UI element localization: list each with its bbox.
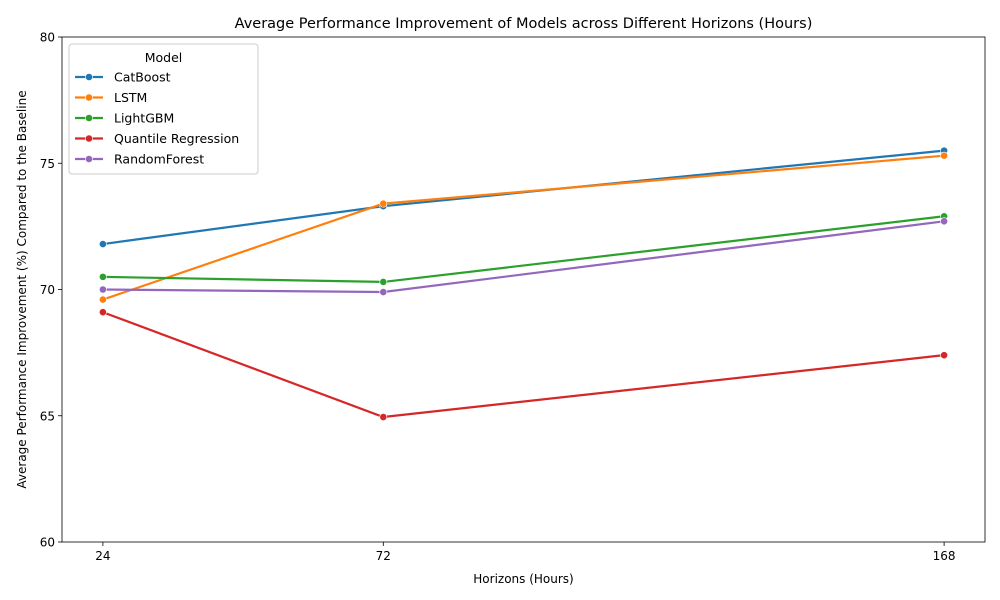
legend-marker-randomforest [85,155,93,163]
y-tick-label: 70 [40,283,55,297]
data-point-catboost [98,240,107,248]
legend-label-quantile-regression: Quantile Regression [114,131,239,146]
legend-label-catboost: CatBoost [114,70,171,85]
series-layer [98,146,949,421]
legend-title: Model [145,50,183,65]
data-point-quantile-regression [940,351,949,360]
data-point-lstm [98,295,107,304]
data-point-quantile-regression [379,413,388,421]
y-tick-label: 80 [40,31,55,45]
x-tick-label: 168 [933,549,956,563]
data-point-randomforest [98,285,107,294]
y-axis: 60 65 70 75 80 [40,31,62,550]
x-tick-label: 72 [376,549,391,563]
legend-label-lightgbm: LightGBM [114,111,174,126]
legend-marker-lightgbm [85,114,93,122]
legend: Model CatBoost LSTM LightGBM Quantile Regre… [68,43,259,175]
legend-marker-quantile-regression [85,134,93,143]
y-tick-label: 65 [40,409,55,423]
x-axis-label: Horizons (Hours) [473,572,573,586]
data-point-quantile-regression [98,308,107,317]
x-axis: 24 72 168 [95,542,956,563]
data-point-randomforest [379,288,388,296]
legend-label-lstm: LSTM [114,90,147,105]
data-point-randomforest [940,217,949,226]
legend-label-randomforest: RandomForest [114,152,204,167]
series-line-quantile-regression [102,311,945,419]
legend-marker-catboost [85,73,93,81]
legend-items: CatBoost LSTM LightGBM Quantile Regression R… [75,70,239,167]
y-tick-label: 60 [40,536,55,550]
data-point-lstm [379,199,388,208]
data-point-lstm [940,151,949,160]
legend-marker-lstm [85,93,93,102]
y-tick-label: 75 [40,157,55,171]
data-point-lightgbm [98,272,107,281]
data-point-lightgbm [379,278,388,286]
legend-box [68,43,259,175]
y-axis-label: Average Performance Improvement (%) Comp… [15,90,29,488]
x-tick-label: 24 [95,549,110,563]
chart-title: Average Performance Improvement of Model… [235,16,813,32]
